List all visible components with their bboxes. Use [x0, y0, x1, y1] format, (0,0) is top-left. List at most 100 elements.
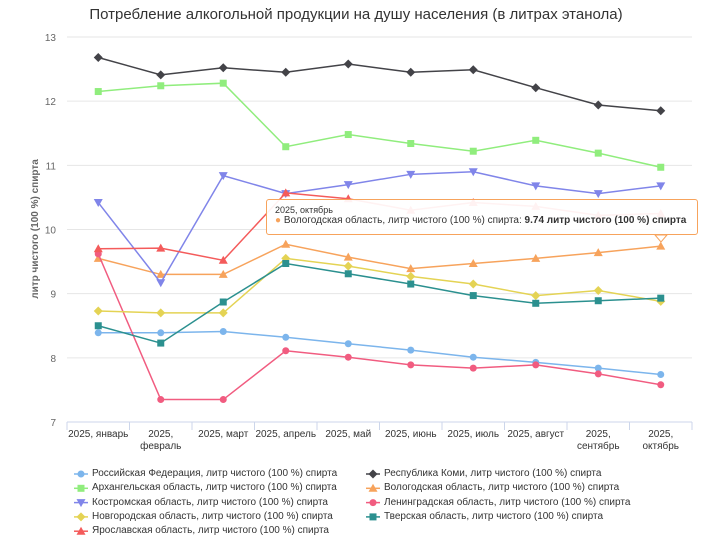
- marker: [532, 136, 540, 144]
- marker: [368, 469, 378, 479]
- marker: [156, 269, 166, 278]
- marker: [657, 294, 665, 302]
- marker: [218, 255, 228, 264]
- marker: [156, 70, 166, 80]
- y-tick-label: 10: [45, 226, 57, 237]
- legend-label[interactable]: Костромская область, литр чистого (100 %…: [92, 496, 328, 508]
- marker: [218, 269, 228, 278]
- legend-marker[interactable]: [74, 512, 88, 522]
- legend-label[interactable]: Ленинградская область, литр чистого (100…: [384, 496, 631, 508]
- marker: [531, 182, 541, 191]
- marker: [656, 106, 666, 116]
- marker: [657, 163, 665, 171]
- marker: [281, 67, 291, 77]
- marker: [407, 140, 415, 148]
- x-tick-label: 2025, май: [325, 429, 372, 440]
- marker: [344, 131, 352, 139]
- marker: [156, 308, 166, 318]
- marker: [157, 339, 165, 347]
- legend-marker[interactable]: [366, 499, 380, 507]
- marker: [532, 361, 540, 369]
- marker: [282, 333, 290, 341]
- legend-marker[interactable]: [74, 499, 88, 508]
- marker: [369, 499, 377, 507]
- marker: [344, 340, 352, 348]
- marker: [343, 261, 353, 271]
- legend-label[interactable]: Российская Федерация, литр чистого (100 …: [92, 468, 338, 479]
- legend-label[interactable]: Тверская область, литр чистого (100 %) с…: [384, 510, 604, 522]
- marker: [282, 347, 290, 355]
- marker: [343, 59, 353, 69]
- marker: [594, 149, 602, 157]
- marker: [218, 308, 228, 318]
- legend-label[interactable]: Республика Коми, литр чистого (100 %) сп…: [384, 468, 602, 479]
- marker: [94, 322, 102, 330]
- marker: [531, 83, 541, 93]
- marker: [657, 371, 665, 379]
- tooltip-value: 9.74 литр чистого (100 %) спирта: [524, 215, 687, 226]
- marker: [77, 484, 85, 492]
- marker: [468, 168, 478, 177]
- marker: [369, 513, 377, 521]
- marker: [93, 53, 103, 63]
- legend-marker[interactable]: [74, 470, 88, 478]
- x-tick-label: 2025, апрель: [255, 429, 317, 440]
- series-line: [98, 330, 661, 376]
- series-line: [97, 253, 661, 401]
- marker: [531, 253, 541, 262]
- legend-label[interactable]: Архангельская область, литр чистого (100…: [92, 482, 337, 494]
- marker: [282, 143, 290, 151]
- marker: [157, 82, 165, 90]
- marker: [344, 353, 352, 361]
- marker: [407, 361, 415, 369]
- y-tick-label: 8: [50, 354, 56, 365]
- marker: [157, 329, 165, 337]
- x-tick-label: 2025, март: [198, 429, 249, 440]
- tooltip-series: Вологодская область, литр чистого (100 %…: [283, 215, 522, 226]
- y-axis-label: литр чистого (100 %) спирта: [30, 159, 41, 299]
- marker: [469, 147, 477, 155]
- marker: [219, 79, 227, 87]
- marker: [93, 199, 103, 208]
- marker: [468, 259, 478, 268]
- x-tick-label: 2025, июнь: [384, 429, 437, 440]
- marker: [94, 329, 102, 337]
- marker: [657, 381, 665, 389]
- tooltip-pointer: [653, 234, 669, 243]
- marker: [468, 65, 478, 75]
- marker: [218, 172, 228, 181]
- series-line: [98, 243, 661, 276]
- marker: [219, 328, 227, 336]
- marker: [93, 244, 103, 253]
- marker: [656, 182, 666, 191]
- series-line: [98, 82, 661, 168]
- marker: [93, 306, 103, 316]
- marker: [156, 243, 166, 252]
- marker: [469, 353, 477, 361]
- marker: [157, 396, 165, 404]
- marker: [406, 170, 416, 179]
- marker: [469, 364, 477, 372]
- legend-marker[interactable]: [366, 513, 380, 521]
- marker: [94, 88, 102, 96]
- legend-label[interactable]: Ярославская область, литр чистого (100 %…: [92, 525, 329, 537]
- marker: [281, 188, 291, 197]
- legend-marker[interactable]: [366, 469, 380, 479]
- marker: [219, 298, 227, 306]
- marker: [76, 499, 86, 508]
- marker: [593, 190, 603, 199]
- y-tick-label: 9: [50, 290, 56, 301]
- x-tick-label: 2025, октябрь: [642, 429, 680, 452]
- marker: [282, 260, 290, 268]
- legend-label[interactable]: Вологодская область, литр чистого (100 %…: [384, 482, 620, 494]
- y-tick-label: 7: [50, 418, 56, 429]
- legend-label[interactable]: Новгородская область, литр чистого (100 …: [92, 510, 333, 522]
- marker: [368, 483, 378, 492]
- legend-marker[interactable]: [74, 526, 88, 535]
- legend-marker[interactable]: [366, 483, 380, 492]
- marker: [469, 292, 477, 300]
- marker: [407, 280, 415, 288]
- marker: [344, 270, 352, 278]
- legend-marker[interactable]: [74, 484, 88, 492]
